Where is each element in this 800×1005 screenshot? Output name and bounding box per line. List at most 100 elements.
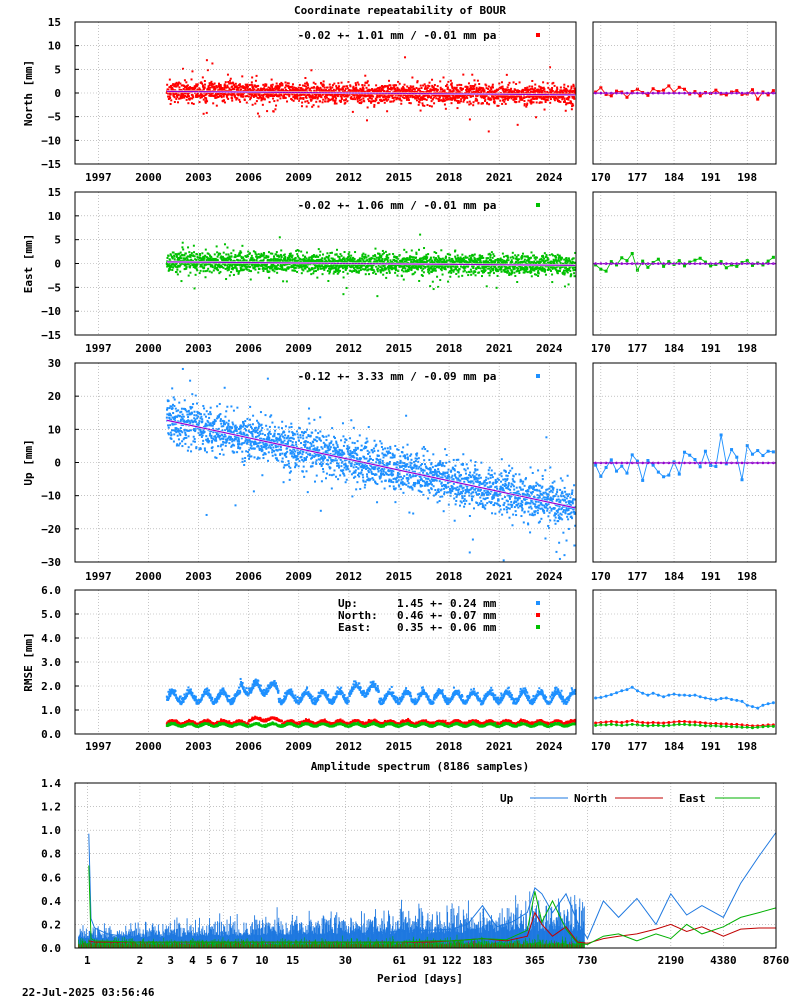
- east-point: [277, 264, 279, 266]
- north-point: [340, 100, 342, 102]
- north-point: [492, 86, 494, 88]
- north-point: [552, 82, 554, 84]
- north-point: [428, 85, 430, 87]
- north-point: [517, 124, 519, 126]
- north-point: [518, 90, 520, 92]
- north-point: [503, 101, 505, 103]
- north-point: [191, 78, 193, 80]
- east-point: [486, 285, 488, 287]
- north-point: [373, 106, 375, 108]
- east-point: [470, 274, 472, 276]
- east-point: [202, 270, 204, 272]
- north-point: [559, 101, 561, 103]
- north-point: [536, 101, 538, 103]
- east-point: [182, 248, 184, 250]
- north-point: [502, 88, 504, 90]
- north-point: [472, 104, 474, 106]
- east-point: [507, 270, 509, 272]
- north-point: [283, 95, 285, 97]
- east-point: [375, 266, 377, 268]
- north-point: [363, 88, 365, 90]
- east-point: [368, 273, 370, 275]
- north-point: [185, 81, 187, 83]
- north-point: [350, 85, 352, 87]
- east-point: [322, 253, 324, 255]
- east-point: [271, 253, 273, 255]
- east-point: [435, 252, 437, 254]
- east-point: [216, 245, 218, 247]
- north-point: [250, 97, 252, 99]
- north-point: [223, 99, 225, 101]
- north-point: [478, 102, 480, 104]
- north-point: [567, 85, 569, 87]
- north-point: [411, 77, 413, 79]
- east-point: [232, 249, 234, 251]
- north-point: [416, 99, 418, 101]
- north-point: [345, 98, 347, 100]
- north-point: [338, 85, 340, 87]
- north-point: [190, 87, 192, 89]
- east-point: [228, 269, 230, 271]
- east-point: [229, 274, 231, 276]
- north-point: [177, 101, 179, 103]
- east-point: [311, 268, 313, 270]
- north-right-xtick-label: 184: [664, 171, 684, 184]
- east-point: [421, 270, 423, 272]
- east-point: [191, 252, 193, 254]
- north-point: [542, 81, 544, 83]
- north-recent-point: [662, 89, 665, 92]
- north-point: [389, 84, 391, 86]
- east-point: [449, 276, 451, 278]
- east-point: [366, 257, 368, 259]
- north-point: [466, 97, 468, 99]
- north-point: [313, 86, 315, 88]
- east-point: [433, 256, 435, 258]
- east-point: [470, 269, 472, 271]
- north-point: [550, 98, 552, 100]
- north-point: [241, 75, 243, 77]
- east-point: [501, 266, 503, 268]
- east-point: [401, 275, 403, 277]
- east-point: [185, 252, 187, 254]
- north-point: [272, 98, 274, 100]
- east-point: [339, 253, 341, 255]
- north-point: [421, 87, 423, 89]
- east-point: [264, 268, 266, 270]
- east-point: [307, 270, 309, 272]
- north-point: [431, 79, 433, 81]
- north-point: [486, 103, 488, 105]
- north-point: [274, 108, 276, 110]
- north-point: [529, 85, 531, 87]
- east-point: [363, 259, 365, 261]
- north-point: [306, 97, 308, 99]
- north-point: [361, 84, 363, 86]
- north-point: [428, 96, 430, 98]
- north-point: [420, 85, 422, 87]
- north-point: [417, 80, 419, 82]
- north-point: [390, 101, 392, 103]
- north-point: [522, 89, 524, 91]
- east-point: [319, 254, 321, 256]
- north-point: [460, 84, 462, 86]
- east-point: [166, 257, 168, 259]
- east-point: [492, 268, 494, 270]
- east-point: [372, 255, 374, 257]
- east-point: [415, 265, 417, 267]
- north-point: [346, 85, 348, 87]
- north-recent-point: [699, 94, 702, 97]
- north-point: [226, 85, 228, 87]
- east-point: [193, 245, 195, 247]
- east-point: [254, 269, 256, 271]
- north-point: [262, 104, 264, 106]
- north-point: [372, 96, 374, 98]
- north-point: [494, 101, 496, 103]
- east-point: [490, 254, 492, 256]
- east-point: [450, 272, 452, 274]
- east-point: [489, 274, 491, 276]
- north-point: [429, 105, 431, 107]
- east-point: [336, 253, 338, 255]
- north-point: [469, 118, 471, 120]
- north-point: [211, 62, 213, 64]
- north-recent-point: [683, 88, 686, 91]
- east-point: [457, 271, 459, 273]
